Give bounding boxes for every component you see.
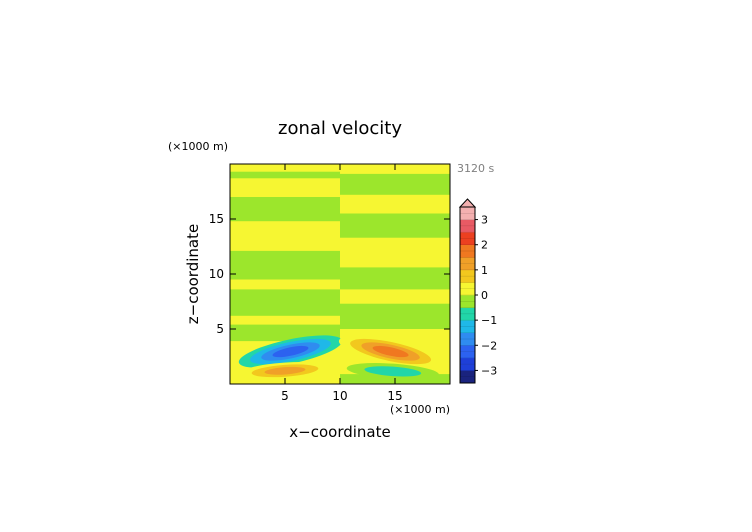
y-tick-label: 5 [216,322,224,336]
colorbar-tick-label: −1 [481,314,497,327]
colorbar-swatch [460,288,475,296]
colorbar-swatch [460,263,475,271]
y-axis: 5 10 15 [209,212,450,336]
colorbar-swatch [460,232,475,239]
colorbar-tick-label: 0 [481,289,488,302]
colorbar-swatch [460,364,475,371]
colorbar-swatch [460,282,475,290]
x-axis-label: x−coordinate [289,423,390,441]
colorbar-tick-label: −3 [481,364,497,377]
field-right-band [340,303,450,329]
x-tick-label: 10 [332,389,347,403]
colorbar-swatch [460,276,475,283]
colorbar-swatch [460,326,475,334]
time-label: 3120 s [457,162,494,175]
y-unit-label: (×1000 m) [168,140,228,153]
colorbar-swatch [460,370,475,378]
colorbar-swatch [460,295,475,302]
colorbar-swatch [460,357,475,365]
contour-negative-lower-lobe [364,366,422,377]
x-axis: 5 10 15 [281,164,403,403]
y-tick-label: 15 [209,212,224,226]
contour-positive-lower-lobe [264,366,306,375]
colorbar-swatch [460,332,475,340]
field-right-band [340,213,450,238]
field-left-band [230,289,340,316]
colorbar-swatch [460,257,475,264]
colorbar-tick-label: 1 [481,264,488,277]
colorbar-swatch [460,320,475,327]
colorbar-tick-label: 2 [481,239,488,252]
colorbar-tick-label: 3 [481,214,488,227]
x-unit-label: (×1000 m) [390,403,450,416]
colorbar-swatch [460,269,475,277]
colorbar-swatch [460,238,475,246]
colorbar-swatch [460,219,475,227]
colorbar: 3 2 1 0 −1 −2 −3 [458,198,497,384]
colorbar-tick-label: −2 [481,339,497,352]
plot-area [230,164,450,384]
y-axis-label: z−coordinate [184,224,202,324]
colorbar-swatch [460,244,475,252]
field-left-band [230,171,340,179]
x-tick-label: 15 [387,389,402,403]
field-right-band [340,173,450,195]
colorbar-swatch [460,301,475,308]
colorbar-swatch [460,207,475,214]
y-tick-label: 10 [209,267,224,281]
colorbar-swatch [460,213,475,220]
x-tick-label: 5 [281,389,289,403]
colorbar-swatch [460,339,475,346]
colorbar-swatch [460,345,475,352]
chart-title: zonal velocity [278,118,402,139]
field-right-band [340,267,450,290]
colorbar-swatch [460,376,475,384]
field-left-band [230,197,340,222]
contour-positive-upper-lobe [372,345,409,358]
colorbar-swatch [460,313,475,321]
colorbar-swatch [460,307,475,315]
colorbar-extend-arrow [458,198,477,208]
colorbar-swatch [460,351,475,359]
colorbar-swatch [460,225,475,233]
contour-negative-upper-lobe [272,345,309,358]
field-left-band [230,250,340,280]
colorbar-swatch [460,251,475,258]
